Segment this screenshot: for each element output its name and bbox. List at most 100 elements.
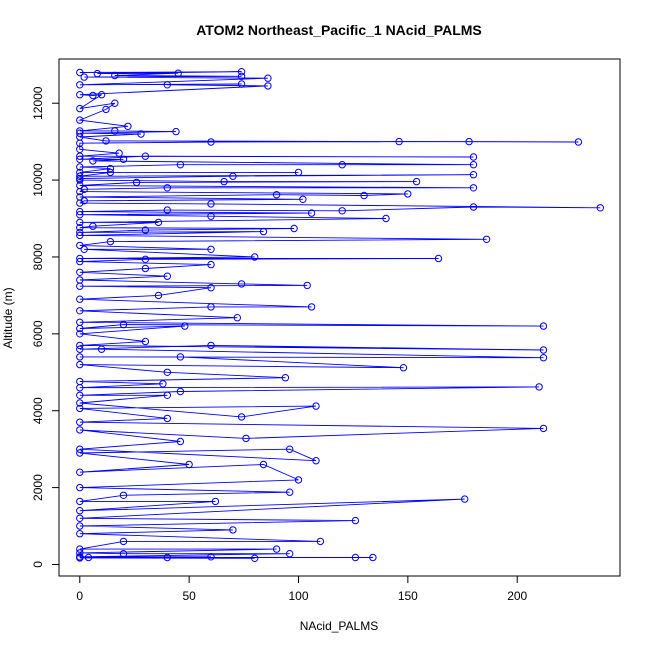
data-point: [176, 353, 185, 361]
data-point: [76, 341, 84, 350]
data-point: [93, 69, 102, 78]
data-point: [369, 553, 377, 562]
data-point: [76, 497, 84, 506]
data-point: [89, 91, 97, 100]
x-tick-label: 200: [507, 589, 527, 603]
data-point: [76, 228, 84, 237]
data-point: [76, 530, 84, 538]
data-point: [76, 211, 84, 219]
data-point: [163, 81, 172, 89]
data-point: [141, 152, 150, 160]
data-point: [76, 129, 84, 137]
data-point: [76, 418, 84, 426]
data-point: [141, 337, 150, 346]
data-point: [539, 322, 548, 330]
data-point: [242, 434, 250, 443]
data-point: [76, 176, 84, 184]
data-point: [76, 241, 84, 250]
data-point: [176, 387, 185, 396]
data-point: [84, 553, 93, 562]
data-point: [132, 178, 141, 187]
y-tick-label: 4000: [31, 397, 45, 424]
y-tick-label: 6000: [31, 320, 45, 347]
data-point: [80, 185, 88, 194]
data-point: [259, 227, 268, 236]
data-point: [539, 346, 548, 354]
data-point: [535, 383, 543, 391]
data-point: [76, 224, 84, 232]
y-tick-label: 0: [31, 561, 45, 568]
data-point: [102, 137, 110, 145]
data-point: [76, 187, 84, 196]
data-point: [76, 116, 84, 124]
data-point: [80, 197, 88, 205]
data-point: [395, 137, 403, 146]
data-point: [207, 284, 215, 292]
data-point: [360, 191, 368, 200]
data-point: [469, 161, 478, 169]
data-point: [312, 402, 320, 410]
data-point: [163, 184, 172, 192]
data-point: [174, 69, 182, 77]
data-point: [237, 280, 246, 288]
data-point: [76, 449, 84, 457]
data-point: [220, 177, 228, 186]
x-tick-label: 100: [288, 589, 308, 603]
data-point: [469, 171, 478, 179]
data-point: [76, 330, 84, 338]
data-point: [574, 138, 583, 146]
data-point: [207, 303, 215, 311]
data-point: [539, 354, 548, 362]
data-point: [119, 550, 128, 558]
data-point: [185, 460, 193, 469]
data-point: [76, 360, 84, 369]
data-point: [76, 268, 84, 276]
data-point: [159, 380, 167, 388]
data-point: [119, 320, 128, 329]
data-point: [76, 426, 84, 434]
data-point: [294, 168, 303, 177]
data-point: [338, 161, 346, 169]
data-point: [307, 209, 316, 217]
data-point: [434, 254, 443, 263]
data-point: [76, 207, 84, 216]
data-point: [207, 260, 215, 269]
data-point: [76, 155, 84, 164]
data-point: [76, 295, 84, 303]
data-point: [76, 384, 84, 392]
data-point: [106, 168, 115, 177]
data-point: [111, 71, 119, 80]
data-point: [76, 522, 84, 530]
data-point: [76, 282, 84, 290]
data-point: [163, 414, 172, 423]
x-tick-label: 150: [398, 589, 418, 603]
data-point: [163, 391, 172, 399]
data-point: [272, 191, 281, 199]
data-point: [76, 514, 84, 522]
data-point: [76, 231, 84, 240]
data-point: [154, 291, 163, 300]
data-point: [290, 224, 298, 233]
data-point: [76, 163, 84, 171]
data-point: [303, 281, 311, 290]
data-point: [76, 549, 84, 557]
data-point: [316, 537, 325, 546]
x-tick-label: 0: [76, 589, 83, 603]
data-point: [163, 272, 172, 280]
data-point: [272, 545, 281, 553]
data-point: [286, 550, 294, 558]
data-point: [207, 341, 215, 350]
data-point: [89, 222, 97, 230]
data-point: [469, 153, 478, 161]
data-point: [233, 314, 242, 322]
data-point: [76, 307, 84, 315]
y-axis: 0 2000 4000 6000 8000 10000 12000: [31, 86, 60, 568]
data-point: [76, 152, 84, 160]
data-point: [106, 164, 115, 173]
data-point: [237, 72, 246, 81]
data-point: [76, 399, 84, 407]
data-point: [76, 445, 84, 453]
data-point: [111, 127, 119, 135]
data-point: [97, 91, 106, 99]
